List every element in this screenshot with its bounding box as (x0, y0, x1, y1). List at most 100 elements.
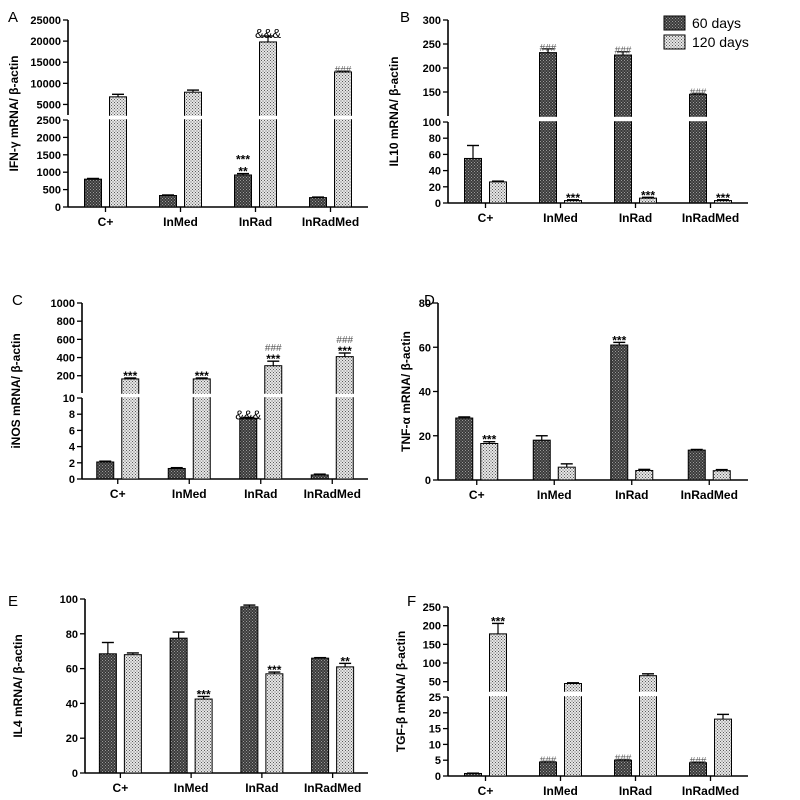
panel-b-annotation-inradmed-120-days: *** (716, 191, 730, 205)
panel-e-annotation-inmed-120-days: *** (197, 687, 211, 701)
panel-d-y-label: TNF-α mRNA/ β-actin (399, 331, 413, 452)
panel-e-bar-inmed-60-days (169, 637, 188, 774)
panel-a-bar-inradmed-120-days (334, 71, 352, 208)
panel-c-letter: C (12, 292, 23, 309)
panel-c-x-tick-label-inradmed: InRadMed (304, 487, 361, 501)
panel-a-x-tick-label-cplus: C+ (98, 215, 114, 229)
panel-e-y-tick-label-100: 100 (60, 594, 78, 606)
panel-b-letter: B (400, 9, 410, 26)
panel-d-bar-inmed-60-days (532, 439, 551, 481)
panel-f-bar-inradmed-120-days (714, 718, 732, 777)
panel-b-annotation-inrad-60-days: ### (615, 46, 632, 57)
panel-f-axis-break-gap (444, 691, 752, 697)
panel-a-y-tick-label-1000: 1000 (37, 167, 61, 179)
panel-f-y-label: TGF-β mRNA/ β-actin (394, 631, 408, 752)
panel-c-y-tick-label-0: 0 (69, 474, 75, 486)
panel-c-annotation-inrad-120-days: ### (265, 343, 282, 354)
panel-b-y-tick-label-300: 300 (423, 15, 441, 27)
panel-d-bar-inradmed-60-days (687, 449, 706, 481)
panel-a-y-label: IFN-γ mRNA/ β-actin (7, 56, 21, 172)
panel-c-x-tick-label-inmed: InMed (172, 487, 207, 501)
panel-e-bar-inradmed-120-days (336, 666, 355, 774)
panel-a-y-tick-label-15000: 15000 (30, 57, 61, 69)
panel-f-y-tick-label-15: 15 (429, 724, 441, 736)
panel-c-y-tick-label-800: 800 (57, 316, 75, 328)
panel-f-x-tick-label-inrad: InRad (619, 784, 652, 798)
panel-d-annotation-cplus-120-days: *** (482, 433, 496, 447)
panel-e-x-tick-label-inmed: InMed (174, 781, 209, 795)
legend-label-60-days: 60 days (692, 15, 741, 31)
panel-e-annotation-inradmed-120-days: ** (340, 654, 350, 668)
panel-b-annotation-inrad-120-days: *** (641, 188, 655, 202)
panel-e-y-label: IL4 mRNA/ β-actin (11, 634, 25, 737)
panel-f-annotation-inradmed-60-days: ### (690, 756, 707, 767)
panel-b-annotation-inmed-120-days: *** (566, 191, 580, 205)
panel-d-y-tick-label-40: 40 (419, 387, 431, 399)
panel-b-y-tick-label-80: 80 (429, 133, 441, 145)
panel-a-axis-break-gap (64, 115, 372, 120)
panel-e-bar-inradmed-60-days (311, 657, 330, 774)
panel-e-bar-inrad-120-days (265, 673, 284, 774)
panel-d-x-tick-label-cplus: C+ (469, 488, 485, 502)
panel-e-letter: E (8, 593, 18, 610)
panel-c-y-tick-label-10: 10 (63, 393, 75, 405)
panel-c-y-tick-label-6: 6 (69, 425, 75, 437)
panel-f-bar-inmed-120-days (564, 683, 582, 777)
panel-f-y-tick-label-0: 0 (435, 771, 441, 783)
panel-a-y-tick-label-10000: 10000 (30, 78, 61, 90)
panel-c-annotation-inradmed-120-days: *** (338, 344, 352, 358)
panel-b-y-tick-label-20: 20 (429, 182, 441, 194)
panel-a-bar-inrad-60-days (234, 174, 252, 208)
panel-f-bar-inrad-120-days (639, 675, 657, 777)
panel-b: B IL10 mRNA/ β-actin 0 20 40 60 80 100 150 200 250… (387, 9, 752, 225)
panel-c-bar-cplus-60-days (96, 461, 115, 480)
panel-a: A IFN-γ mRNA/ β-actin 0 500 1000 1500 2000 2500… (7, 9, 372, 229)
panel-a-y-tick-label-1500: 1500 (37, 150, 61, 162)
panel-b-bar-cplus-60-days (464, 157, 482, 204)
panel-c-annotation-inmed-120-days: *** (195, 369, 209, 383)
panel-f-letter: F (407, 593, 416, 610)
panel-f-y-tick-label-100: 100 (423, 658, 441, 670)
panel-f-bar-cplus-120-days (489, 633, 507, 777)
panel-f-y-tick-label-10: 10 (429, 739, 441, 751)
panel-a-bar-inmed-120-days (184, 91, 202, 208)
panel-b-y-tick-label-60: 60 (429, 149, 441, 161)
panel-e-x-tick-label-inradmed: InRadMed (304, 781, 361, 795)
panel-d-y-tick-label-60: 60 (419, 342, 431, 354)
panel-e-annotation-inrad-120-days: *** (267, 663, 281, 677)
panel-d-bar-inradmed-120-days (712, 470, 731, 481)
panel-b-x-tick-label-inrad: InRad (619, 211, 652, 225)
panel-a-bar-inradmed-60-days (309, 197, 327, 208)
panel-c-bar-inmed-60-days (167, 467, 186, 480)
panel-c-annotation-inrad-60-days: &&& (235, 407, 261, 422)
panel-c-y-tick-label-600: 600 (57, 334, 75, 346)
panel-b-bar-inmed-60-days (539, 52, 557, 204)
panel-e-y-tick-label-60: 60 (66, 664, 78, 676)
panel-a-bar-cplus-60-days (84, 178, 102, 208)
panel-b-x-tick-label-cplus: C+ (478, 211, 494, 225)
panel-a-y-tick-label-25000: 25000 (30, 15, 61, 27)
panel-f-y-tick-label-250: 250 (423, 602, 441, 614)
panel-c-bar-inrad-60-days (239, 417, 258, 480)
panel-e-bar-inmed-120-days (194, 698, 213, 774)
panel-b-x-tick-label-inmed: InMed (543, 211, 578, 225)
panel-a-y-tick-label-2500: 2500 (37, 115, 61, 127)
panel-a-y-tick-label-2000: 2000 (37, 132, 61, 144)
panel-c-annotation-inradmed-120-days: ### (336, 335, 353, 346)
panel-c-y-tick-label-2: 2 (69, 458, 75, 470)
panel-d-y-tick-label-0: 0 (425, 475, 431, 487)
legend: 60 days 120 days (663, 15, 749, 50)
panel-c-y-tick-label-1000: 1000 (51, 298, 75, 310)
panel-b-x-tick-label-inradmed: InRadMed (682, 211, 739, 225)
panel-c-bar-inradmed-120-days (335, 356, 354, 480)
panel-c-axis-break-gap (78, 393, 372, 398)
panel-b-axis-break-gap (444, 116, 752, 122)
panel-b-y-label: IL10 mRNA/ β-actin (387, 56, 401, 166)
panel-c-annotation-inrad-120-days: *** (266, 352, 280, 366)
panel-d-x-tick-label-inrad: InRad (615, 488, 648, 502)
panel-b-annotation-inradmed-60-days: ### (690, 87, 707, 98)
panel-b-bar-inradmed-60-days (689, 93, 707, 204)
panel-a-x-tick-label-inradmed: InRadMed (302, 215, 359, 229)
